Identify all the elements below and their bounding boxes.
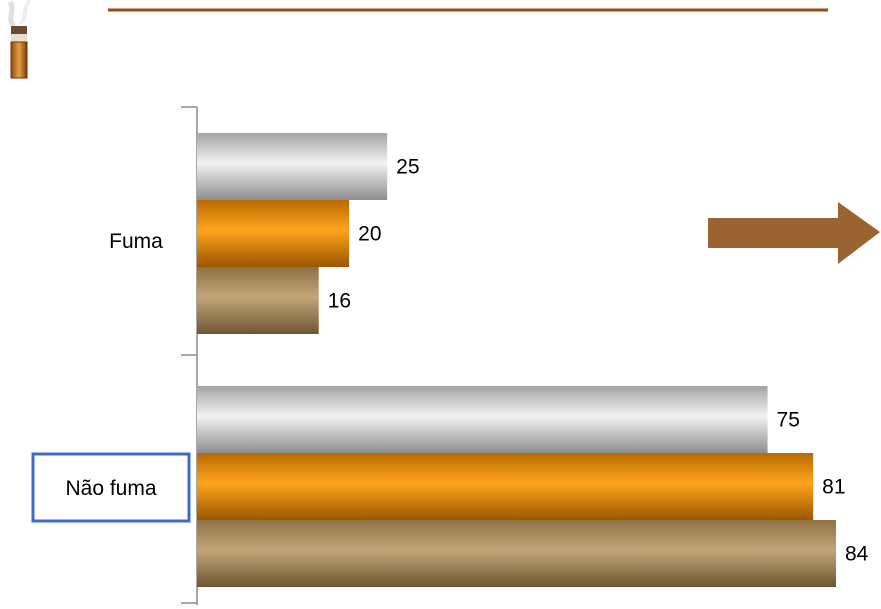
y-axis bbox=[181, 106, 198, 605]
data-label-fuma-series-2: 20 bbox=[358, 223, 381, 246]
data-label-nao-fuma-series-1: 75 bbox=[777, 409, 800, 432]
bar-fuma-series-2 bbox=[197, 200, 350, 267]
value-labels-group: 25 20 16 75 81 84 bbox=[328, 156, 869, 566]
category-label-nao-fuma: Não fuma bbox=[65, 477, 156, 500]
bar-nao-fuma-series-2 bbox=[197, 453, 814, 520]
bar-nao-fuma-series-1 bbox=[197, 386, 768, 453]
category-highlight-box bbox=[31, 452, 191, 523]
cigarette-icon bbox=[7, 0, 32, 79]
right-arrow-icon bbox=[708, 202, 880, 264]
data-label-fuma-series-1: 25 bbox=[396, 156, 419, 179]
data-label-nao-fuma-series-2: 81 bbox=[822, 476, 845, 499]
category-label-fuma: Fuma bbox=[109, 230, 163, 253]
bar-nao-fuma-series-3 bbox=[197, 520, 836, 587]
data-label-nao-fuma-series-3: 84 bbox=[845, 543, 869, 566]
bars-group bbox=[197, 133, 836, 587]
bar-fuma-series-3 bbox=[197, 267, 319, 334]
bar-fuma-series-1 bbox=[197, 133, 388, 200]
data-label-fuma-series-3: 16 bbox=[328, 290, 351, 313]
